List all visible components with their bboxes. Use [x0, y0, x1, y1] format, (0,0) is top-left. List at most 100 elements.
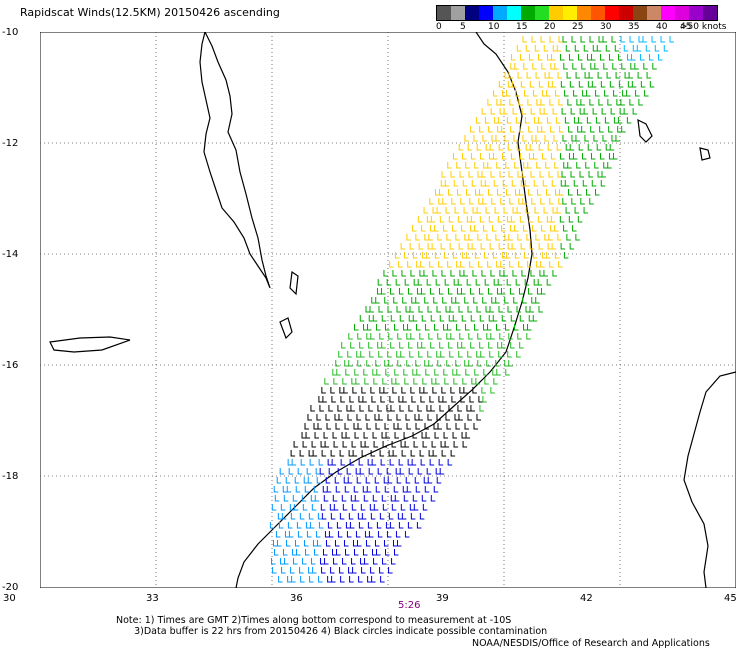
wind-barb: [645, 45, 651, 52]
wind-barb: [525, 207, 531, 214]
wind-barb: [301, 495, 307, 502]
wind-barb: [342, 558, 347, 565]
wind-barb: [388, 333, 393, 340]
wind-barb: [508, 360, 513, 367]
wind-barb: [574, 207, 580, 214]
wind-barb: [418, 351, 423, 358]
wind-barb: [539, 108, 545, 115]
wind-barb: [523, 324, 528, 331]
wind-barb: [482, 135, 487, 142]
wind-barb: [439, 216, 445, 223]
wind-barb: [476, 351, 481, 358]
wind-barb: [437, 333, 442, 340]
wind-barb: [408, 468, 414, 475]
wind-barb: [293, 441, 299, 448]
wind-barb: [497, 126, 502, 133]
wind-barb: [381, 432, 387, 439]
wind-barb: [280, 558, 285, 565]
wind-barb: [548, 234, 553, 241]
wind-barb: [487, 99, 492, 106]
wind-barb: [385, 549, 390, 556]
wind-barb: [331, 396, 336, 403]
wind-barb: [590, 153, 596, 160]
wind-barb: [608, 153, 614, 160]
wind-barb: [363, 369, 368, 376]
wind-barb: [517, 72, 523, 79]
wind-barb: [384, 486, 390, 493]
wind-barb: [621, 126, 626, 133]
wind-barb: [496, 99, 501, 106]
wind-barb: [372, 432, 378, 439]
wind-barb: [407, 522, 413, 529]
wind-barb: [486, 360, 491, 367]
wind-barb: [368, 315, 374, 322]
wind-barb: [413, 279, 419, 286]
coastlines: [49, 32, 736, 588]
wind-barb: [559, 126, 564, 133]
wind-barb: [467, 243, 473, 250]
wind-barb: [527, 261, 532, 268]
wind-barb: [519, 216, 525, 223]
legend-swatch: [521, 6, 535, 20]
wind-barb: [339, 567, 344, 574]
madagascar-coast: [683, 371, 736, 588]
wind-barb: [374, 477, 380, 484]
wind-barb: [540, 36, 546, 43]
wind-barb: [322, 396, 327, 403]
wind-barb: [516, 351, 521, 358]
wind-barb: [550, 63, 555, 70]
wind-barb: [602, 135, 607, 142]
wind-barb: [363, 324, 368, 331]
wind-barb: [421, 252, 427, 259]
wind-barb: [479, 126, 484, 133]
wind-barb: [520, 243, 526, 250]
wind-barb: [388, 567, 393, 574]
wind-barb: [497, 117, 503, 124]
wind-barbs: [269, 36, 675, 583]
wind-barb: [422, 441, 428, 448]
wind-barb: [433, 423, 439, 430]
wind-barb: [499, 108, 505, 115]
wind-barb: [403, 324, 408, 331]
wind-barb: [319, 468, 325, 475]
wind-barb: [321, 513, 327, 520]
wind-barb: [335, 360, 340, 367]
wind-barb: [386, 405, 391, 412]
wind-barb: [448, 189, 453, 196]
wind-barb: [407, 261, 412, 268]
wind-barb: [317, 423, 323, 430]
wind-barb: [356, 414, 361, 421]
wind-barb: [428, 450, 434, 457]
wind-barb: [330, 567, 335, 574]
wind-barb: [284, 531, 290, 538]
wind-barb: [658, 54, 663, 61]
pass-time-label: 5:26: [398, 600, 421, 611]
small-lake-2: [289, 270, 299, 296]
wind-barb: [325, 414, 330, 421]
wind-barb: [310, 495, 316, 502]
wind-barb: [345, 522, 351, 529]
wind-barb: [318, 459, 324, 466]
wind-barb: [460, 396, 465, 403]
wind-barb: [384, 423, 390, 430]
wind-barb: [470, 225, 475, 232]
wind-barb: [434, 324, 439, 331]
wind-barb: [627, 81, 633, 88]
wind-barb: [516, 306, 521, 313]
wind-barb: [337, 405, 342, 412]
wind-barb: [569, 144, 575, 151]
wind-barb: [349, 459, 355, 466]
wind-barb: [450, 270, 455, 277]
wind-barb: [591, 81, 597, 88]
wind-barb: [580, 99, 585, 106]
wind-barb: [444, 441, 450, 448]
wind-barb: [530, 108, 536, 115]
wind-barb: [357, 360, 362, 367]
wind-barb: [554, 162, 559, 169]
wind-barb: [660, 36, 666, 43]
wind-barb: [528, 216, 534, 223]
wind-barb: [350, 495, 356, 502]
wind-barb: [552, 207, 558, 214]
wind-barb: [522, 135, 527, 142]
wind-barb: [574, 45, 580, 52]
